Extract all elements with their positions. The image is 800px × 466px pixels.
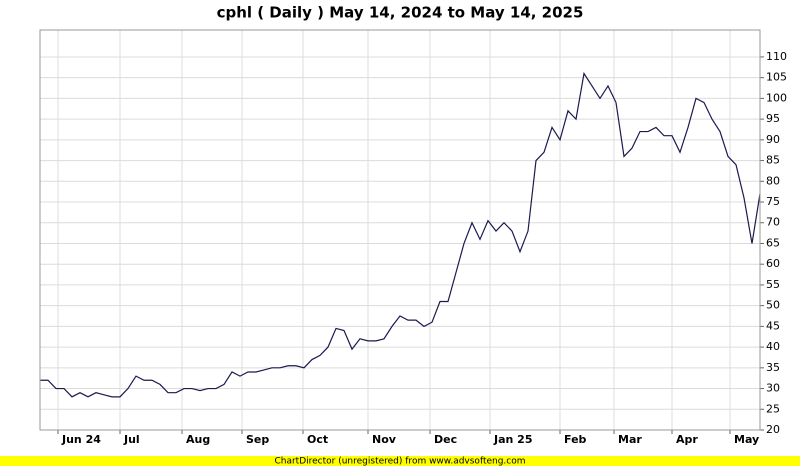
x-tick-label: Oct [307,433,328,446]
x-tick-label: Sep [246,433,269,446]
x-tick-label: Apr [676,433,698,446]
y-tick-label: 30 [766,382,780,395]
y-tick-label: 20 [766,423,780,436]
chart-title: cphl ( Daily ) May 14, 2024 to May 14, 2… [217,4,584,22]
y-tick-label: 65 [766,236,780,249]
y-tick-label: 35 [766,361,780,374]
footer: ChartDirector (unregistered) from www.ad… [274,457,525,466]
x-tick-label: Aug [186,433,210,446]
y-tick-label: 55 [766,278,780,291]
plot-area [39,29,761,431]
y-tick-label: 90 [766,133,780,146]
y-tick-label: 60 [766,257,780,270]
x-tick-label: Feb [564,433,587,446]
plot-border [39,29,761,431]
footer-bar [0,456,800,466]
y-tick-label: 45 [766,319,780,332]
y-tick-label: 85 [766,154,780,167]
y-tick-label: 70 [766,216,780,229]
y-tick-label: 95 [766,112,780,125]
x-tick-label: Jun 24 [61,433,101,446]
x-tick-label: Jan 25 [493,433,532,446]
x-tick-label: Jul [123,433,140,446]
price-line [40,71,761,398]
x-tick-label: Nov [372,433,397,446]
y-tick-label: 40 [766,340,780,353]
y-tick-label: 100 [766,91,787,104]
y-tick-label: 25 [766,402,780,415]
y-tick-label: 105 [766,71,787,84]
y-tick-label: 110 [766,50,787,63]
x-tick-label: Mar [618,433,642,446]
y-tick-label: 75 [766,195,780,208]
y-tick-label: 80 [766,174,780,187]
x-tick-label: May [734,433,759,446]
x-tick-label: Dec [434,433,457,446]
y-tick-label: 50 [766,299,780,312]
